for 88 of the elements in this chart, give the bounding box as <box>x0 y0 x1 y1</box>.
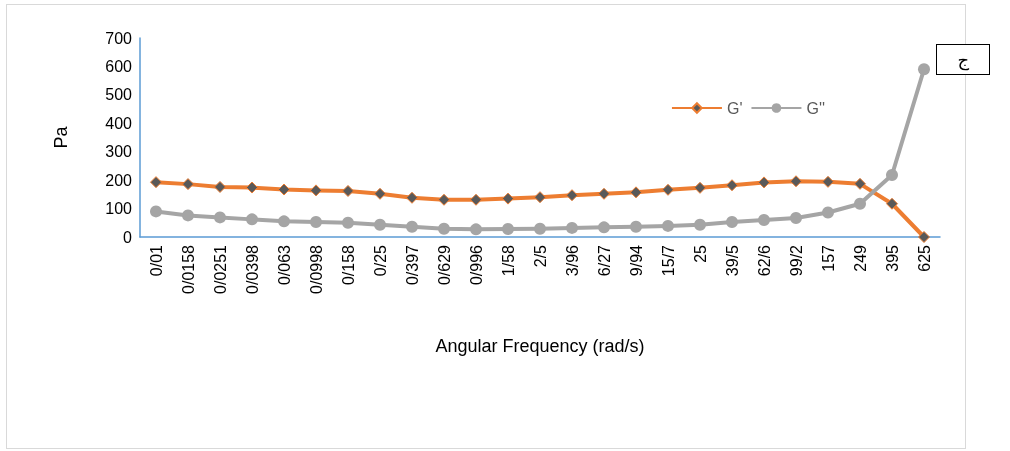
point <box>886 197 898 210</box>
point <box>662 183 674 196</box>
x-tick-label: 0/996 <box>467 244 485 286</box>
x-tick-label: 395 <box>883 244 901 272</box>
point <box>150 176 162 189</box>
x-tick-label: 6/27 <box>595 244 613 277</box>
point <box>822 175 834 188</box>
x-tick-label: 2/5 <box>531 244 549 268</box>
point <box>726 215 738 228</box>
point <box>726 179 738 192</box>
legend-label: G'' <box>806 99 826 117</box>
x-tick-label: 0/0158 <box>179 244 197 294</box>
point <box>854 177 866 190</box>
point <box>374 218 386 231</box>
legend-label: G' <box>726 99 743 117</box>
point <box>214 180 226 193</box>
point <box>406 220 418 233</box>
point <box>214 211 226 224</box>
x-tick-label: 0/01 <box>147 244 165 277</box>
point <box>822 206 834 219</box>
x-tick-label: 9/94 <box>627 244 645 277</box>
point <box>278 215 290 228</box>
x-tick-label: 62/6 <box>755 244 773 277</box>
y-tick-label: 300 <box>105 143 133 161</box>
y-tick-label: 100 <box>105 200 133 218</box>
point <box>470 193 482 206</box>
point <box>566 221 578 234</box>
point <box>694 181 706 194</box>
x-tick-label: 25 <box>691 244 709 263</box>
point <box>694 218 706 231</box>
point <box>598 221 610 234</box>
x-tick-label: 0/0251 <box>211 244 229 294</box>
point <box>598 187 610 200</box>
point <box>310 184 322 197</box>
point <box>534 191 546 204</box>
x-tick-label: 249 <box>851 244 869 272</box>
y-tick-label: 600 <box>105 57 133 75</box>
point <box>246 213 258 226</box>
y-tick-label: 400 <box>105 114 133 132</box>
point <box>374 187 386 200</box>
x-tick-label: 39/5 <box>723 244 741 277</box>
x-tick-label: 0/629 <box>435 244 453 286</box>
x-tick-label: 1/58 <box>499 244 517 277</box>
point <box>790 175 802 188</box>
x-tick-label: 625 <box>915 244 933 272</box>
x-tick-label: 15/7 <box>659 244 677 277</box>
point <box>182 178 194 191</box>
y-tick-label: 700 <box>105 29 133 47</box>
y-tick-label: 200 <box>105 171 133 189</box>
text: ج <box>936 44 990 75</box>
x-tick-label: 0/158 <box>339 244 357 286</box>
x-tick-label: 157 <box>819 244 837 272</box>
x-tick-label: 0/397 <box>403 244 421 286</box>
point <box>790 211 802 224</box>
point <box>662 219 674 232</box>
x-tick-label: 0/063 <box>275 244 293 286</box>
point <box>182 209 194 222</box>
point <box>534 222 546 235</box>
point <box>918 63 930 76</box>
point <box>918 231 930 243</box>
point <box>470 223 482 236</box>
point <box>342 216 354 229</box>
point <box>758 176 770 189</box>
point <box>438 193 450 206</box>
point <box>310 215 322 228</box>
y-axis-title: Pa <box>51 125 71 149</box>
point <box>150 205 162 218</box>
x-tick-label: 0/25 <box>371 244 389 277</box>
x-tick-label: 99/2 <box>787 244 805 277</box>
y-tick-label: 500 <box>105 86 133 104</box>
x-tick-label: 0/0398 <box>243 244 261 294</box>
point <box>342 184 354 197</box>
point <box>278 183 290 196</box>
x-axis-title: Angular Frequency (rad/s) <box>435 336 645 356</box>
point <box>438 222 450 235</box>
point <box>406 191 418 204</box>
point <box>502 192 514 205</box>
point <box>502 223 514 236</box>
x-tick-label: 0/0998 <box>307 244 325 294</box>
point <box>630 186 642 199</box>
point <box>566 189 578 202</box>
point <box>630 220 642 233</box>
y-tick-label: 0 <box>123 228 133 246</box>
point <box>246 181 258 194</box>
point <box>758 213 770 226</box>
point <box>854 197 866 210</box>
x-tick-label: 3/96 <box>563 244 581 277</box>
point <box>886 169 898 182</box>
